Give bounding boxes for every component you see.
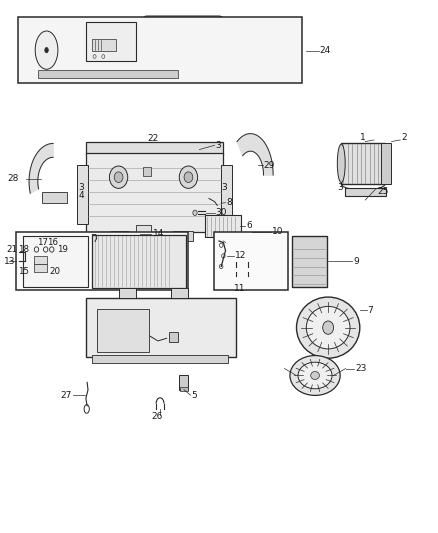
Ellipse shape [35, 31, 58, 69]
Text: 20: 20 [49, 268, 60, 276]
Ellipse shape [337, 144, 345, 182]
Ellipse shape [290, 356, 340, 395]
Text: 13: 13 [4, 257, 16, 265]
Ellipse shape [297, 297, 360, 358]
Bar [119, 288, 136, 298]
Bar [22, 236, 88, 287]
Ellipse shape [323, 321, 334, 334]
Bar [42, 192, 67, 203]
Bar [92, 39, 116, 51]
Bar [381, 143, 392, 184]
Ellipse shape [193, 210, 197, 215]
Ellipse shape [298, 362, 332, 389]
Bar [136, 225, 151, 241]
Text: 3: 3 [215, 141, 221, 150]
Text: 28: 28 [7, 174, 19, 183]
Text: 4: 4 [78, 191, 84, 200]
FancyBboxPatch shape [143, 16, 223, 74]
Text: 29: 29 [264, 161, 275, 170]
Ellipse shape [110, 166, 128, 188]
Bar [77, 165, 88, 224]
Bar [86, 154, 223, 232]
Bar [97, 309, 149, 352]
Bar [16, 232, 188, 290]
Bar [169, 333, 178, 342]
Bar [345, 188, 386, 196]
Text: 5: 5 [191, 391, 197, 400]
Bar [110, 231, 130, 241]
Text: 2: 2 [401, 133, 407, 142]
Bar [86, 298, 237, 357]
Text: 11: 11 [234, 284, 246, 293]
Text: 21: 21 [6, 245, 17, 254]
Bar [173, 231, 193, 241]
Text: 6: 6 [246, 221, 252, 230]
Bar [92, 235, 186, 288]
Text: 25: 25 [377, 187, 389, 196]
Text: 8: 8 [226, 198, 232, 207]
Bar [34, 264, 47, 272]
Text: 12: 12 [235, 252, 247, 260]
Bar [180, 387, 187, 391]
Text: 17: 17 [37, 238, 48, 247]
Bar [171, 288, 188, 298]
Text: 1: 1 [360, 133, 366, 142]
Text: 24: 24 [319, 46, 331, 55]
Text: 16: 16 [46, 238, 57, 247]
Text: 14: 14 [152, 229, 164, 238]
Bar [86, 142, 223, 155]
Ellipse shape [114, 172, 123, 182]
Bar [292, 236, 327, 287]
Bar [205, 215, 241, 237]
Text: 18: 18 [18, 245, 29, 254]
Ellipse shape [306, 306, 350, 349]
Bar [143, 166, 151, 176]
Bar [179, 375, 188, 390]
Polygon shape [237, 134, 273, 175]
Text: 15: 15 [18, 268, 29, 276]
Text: 10: 10 [272, 228, 284, 237]
Bar [221, 165, 232, 224]
Bar [86, 22, 136, 61]
Text: 27: 27 [60, 391, 71, 400]
Text: 7: 7 [367, 305, 373, 314]
Bar [34, 256, 47, 264]
Bar [92, 356, 228, 364]
Bar [341, 143, 385, 184]
Text: 3: 3 [221, 183, 227, 192]
Text: 26: 26 [151, 412, 162, 421]
Ellipse shape [45, 47, 48, 53]
Text: 3: 3 [338, 183, 343, 192]
Bar [18, 17, 302, 83]
Text: 23: 23 [355, 364, 367, 373]
Text: 9: 9 [353, 257, 359, 265]
Text: 3: 3 [78, 183, 84, 192]
Ellipse shape [184, 172, 193, 182]
Text: 22: 22 [147, 134, 158, 143]
Ellipse shape [311, 372, 319, 379]
Bar [38, 70, 177, 78]
Text: 30: 30 [215, 208, 227, 217]
Text: 19: 19 [57, 245, 67, 254]
Polygon shape [29, 143, 53, 193]
Ellipse shape [179, 166, 198, 188]
Bar [214, 232, 288, 290]
